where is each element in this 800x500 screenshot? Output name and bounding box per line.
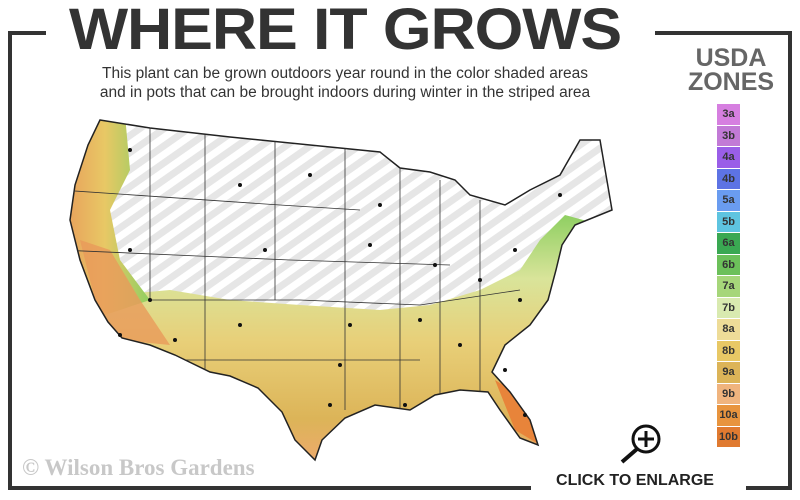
- legend-zone-10a: 10a: [717, 405, 740, 426]
- page-title: WHERE IT GROWS: [68, 0, 622, 62]
- frame-top-left: [8, 31, 46, 35]
- legend-zone-6a: 6a: [717, 233, 740, 254]
- legend-zone-5b: 5b: [717, 211, 740, 232]
- legend-zone-10b: 10b: [717, 426, 740, 447]
- subtitle-line: This plant can be grown outdoors year ro…: [102, 65, 588, 82]
- legend-zone-7a: 7a: [717, 276, 740, 297]
- legend-zone-4a: 4a: [717, 147, 740, 168]
- frame-top-right: [655, 31, 792, 35]
- legend-zone-6b: 6b: [717, 254, 740, 275]
- legend-title-line: USDA: [695, 44, 767, 72]
- legend-zone-7b: 7b: [717, 297, 740, 318]
- legend-zone-9b: 9b: [717, 383, 740, 404]
- magnifier-plus-icon[interactable]: [618, 422, 664, 466]
- state-borders: [70, 120, 521, 410]
- legend-zone-4b: 4b: [717, 168, 740, 189]
- frame-bottom-right: [746, 486, 792, 490]
- subtitle: This plant can be grown outdoors year ro…: [40, 64, 650, 102]
- frame-left: [8, 31, 12, 490]
- shaded-area-california: [80, 240, 170, 345]
- legend-zone-9a: 9a: [717, 362, 740, 383]
- shaded-area-florida: [495, 380, 540, 445]
- city-markers: [118, 148, 562, 417]
- click-to-enlarge-button[interactable]: CLICK TO ENLARGE: [556, 472, 714, 489]
- legend-zone-3b: 3b: [717, 125, 740, 146]
- legend-zone-3a: 3a: [717, 104, 740, 125]
- legend-title-line: ZONES: [687, 68, 775, 96]
- legend-zone-8a: 8a: [717, 319, 740, 340]
- legend-zone-8b: 8b: [717, 340, 740, 361]
- legend-title: USDA ZONES: [676, 44, 786, 96]
- subtitle-line: and in pots that can be brought indoors …: [99, 84, 591, 101]
- frame-bottom-left: [8, 486, 531, 490]
- copyright-watermark: © Wilson Bros Gardens: [22, 455, 255, 480]
- frame-right: [788, 31, 792, 490]
- legend-zone-5a: 5a: [717, 190, 740, 211]
- zone-legend: 3a 3b 4a 4b 5a 5b 6a 6b 7a 7b 8a 8b 9a 9b 10a 10b: [717, 104, 740, 448]
